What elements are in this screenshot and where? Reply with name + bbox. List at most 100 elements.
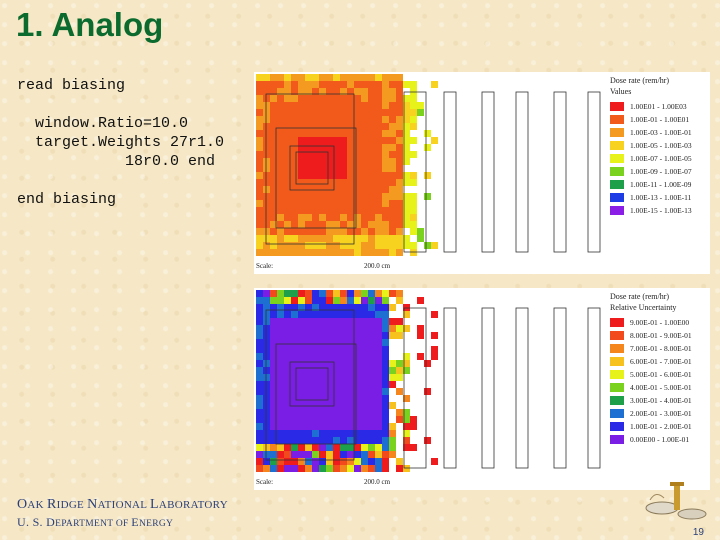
mesh-cell [284, 144, 291, 151]
mesh-cell [403, 353, 410, 360]
mesh-cell [326, 144, 333, 151]
mesh-cell [403, 116, 410, 123]
mesh-cell [375, 207, 382, 214]
mesh-cell [326, 95, 333, 102]
mesh-cell [375, 297, 382, 304]
mesh-cell [340, 172, 347, 179]
mesh-cell [326, 123, 333, 130]
mesh-cell [410, 444, 417, 451]
mesh-cell [312, 437, 319, 444]
mesh-cell [284, 353, 291, 360]
mesh-cell [319, 186, 326, 193]
mesh-cell [354, 144, 361, 151]
mesh-cell [256, 109, 263, 116]
mesh-cell [396, 388, 403, 395]
mesh-cell [270, 304, 277, 311]
mesh-cell [298, 465, 305, 472]
mesh-cell [333, 228, 340, 235]
scale-value: 200.0 cm [364, 262, 391, 270]
mesh-cell [361, 311, 368, 318]
mesh-cell [368, 353, 375, 360]
mesh-cell [361, 332, 368, 339]
mesh-cell [375, 346, 382, 353]
mesh-cell [298, 102, 305, 109]
mesh-cell [368, 165, 375, 172]
mesh-cell [347, 123, 354, 130]
mesh-cell [298, 409, 305, 416]
geometry-outline [481, 91, 495, 253]
mesh-cell [417, 228, 424, 235]
mesh-cell [361, 290, 368, 297]
mesh-cell [305, 151, 312, 158]
mesh-cell [291, 339, 298, 346]
mesh-cell [424, 130, 431, 137]
mesh-cell [382, 74, 389, 81]
mesh-cell [389, 193, 396, 200]
mesh-cell [375, 74, 382, 81]
mesh-cell [326, 388, 333, 395]
mesh-cell [284, 249, 291, 256]
legend-label: 1.00E-15 - 1.00E-13 [630, 206, 692, 215]
mesh-cell [270, 158, 277, 165]
mesh-cell [298, 179, 305, 186]
mesh-cell [347, 325, 354, 332]
mesh-cell [298, 165, 305, 172]
legend-label: 2.00E-01 - 3.00E-01 [630, 409, 692, 418]
mesh-cell [256, 95, 263, 102]
mesh-cell [256, 437, 263, 444]
mesh-cell [270, 179, 277, 186]
mesh-cell [326, 290, 333, 297]
mesh-cell [319, 304, 326, 311]
mesh-cell [354, 325, 361, 332]
mesh-cell [417, 353, 424, 360]
mesh-cell [319, 200, 326, 207]
mesh-cell [298, 374, 305, 381]
mesh-cell [354, 367, 361, 374]
mesh-cell [389, 74, 396, 81]
mesh-cell [361, 416, 368, 423]
geometry-outline [289, 361, 335, 407]
mesh-cell [347, 130, 354, 137]
mesh-cell [340, 165, 347, 172]
mesh-cell [361, 395, 368, 402]
mesh-cell [368, 339, 375, 346]
mesh-cell [389, 165, 396, 172]
mesh-cell [256, 325, 263, 332]
mesh-cell [319, 416, 326, 423]
mesh-cell [389, 102, 396, 109]
mesh-cell [354, 179, 361, 186]
mesh-cell [326, 242, 333, 249]
mesh-cell [319, 465, 326, 472]
legend-swatch [610, 344, 624, 353]
mesh-cell [340, 381, 347, 388]
geometry-outline [553, 91, 567, 253]
mesh-cell [284, 311, 291, 318]
mesh-cell [319, 423, 326, 430]
mesh-cell [361, 409, 368, 416]
dose-rate-figure: Dose rate (rem/hr) Values 1.00E01 - 1.00… [254, 72, 710, 274]
mesh-cell [389, 332, 396, 339]
footer-department: U. S. DEPARTMENT OF ENERGY [17, 515, 174, 529]
mesh-cell [298, 346, 305, 353]
mesh-cell [326, 360, 333, 367]
mesh-cell [417, 109, 424, 116]
mesh-cell [291, 235, 298, 242]
mesh-cell [270, 186, 277, 193]
mesh-cell [263, 430, 270, 437]
mesh-cell [305, 297, 312, 304]
mesh-cell [431, 81, 438, 88]
mesh-cell [375, 437, 382, 444]
mesh-cell [368, 158, 375, 165]
mesh-cell [354, 137, 361, 144]
mesh-cell [263, 151, 270, 158]
legend-entry: 1.00E01 - 1.00E03 [610, 102, 687, 111]
mesh-cell [340, 102, 347, 109]
mesh-cell [256, 290, 263, 297]
mesh-cell [326, 367, 333, 374]
mesh-cell [375, 430, 382, 437]
mesh-cell [326, 311, 333, 318]
mesh-cell [312, 193, 319, 200]
mesh-cell [340, 318, 347, 325]
mesh-cell [326, 228, 333, 235]
mesh-cell [291, 367, 298, 374]
